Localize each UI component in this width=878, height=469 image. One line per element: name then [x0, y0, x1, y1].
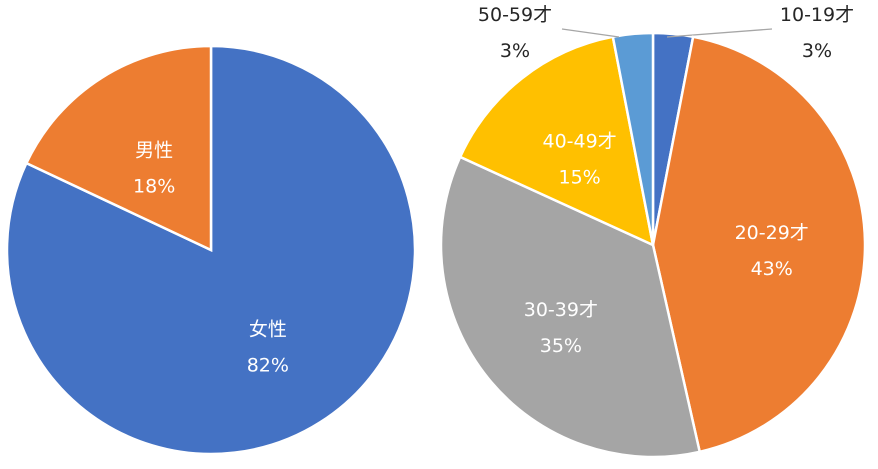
slice-category-label-1-2: 30-39才 — [524, 299, 598, 321]
slice-value-label-1-1: 43% — [751, 258, 793, 280]
pie-slice-0-1 — [24, 44, 213, 252]
age-pie-chart: 10-19才 3% 20-29才 43% 30-39才 35% 40-49才 15% 50-59… — [439, 4, 867, 459]
slice-category-label-1-4: 50-59才 — [478, 4, 552, 26]
slice-value-label-1-4: 3% — [500, 40, 530, 62]
slice-value-label-0-0: 82% — [247, 355, 289, 377]
slice-value-label-1-3: 15% — [558, 167, 600, 189]
leader-line-1-0 — [666, 28, 773, 38]
slice-category-label-0-0: 女性 — [249, 319, 287, 341]
slice-category-label-1-3: 40-49才 — [543, 131, 617, 153]
slice-category-label-1-1: 20-29才 — [735, 222, 809, 244]
leader-line-1-4 — [561, 28, 620, 38]
pie-slice-1-4 — [611, 31, 655, 246]
slice-value-label-0-1: 18% — [133, 175, 175, 197]
slice-value-label-1-0: 3% — [802, 40, 832, 62]
slice-category-label-0-1: 男性 — [135, 139, 173, 161]
pie-slice-1-2 — [439, 155, 702, 459]
gender-pie-chart: 女性 82% 男性 18% — [5, 44, 417, 456]
slice-value-label-1-2: 35% — [540, 335, 582, 357]
pie-slice-1-3 — [458, 35, 655, 248]
slice-category-label-1-0: 10-19才 — [780, 4, 854, 26]
pie-slice-1-1 — [651, 35, 867, 454]
